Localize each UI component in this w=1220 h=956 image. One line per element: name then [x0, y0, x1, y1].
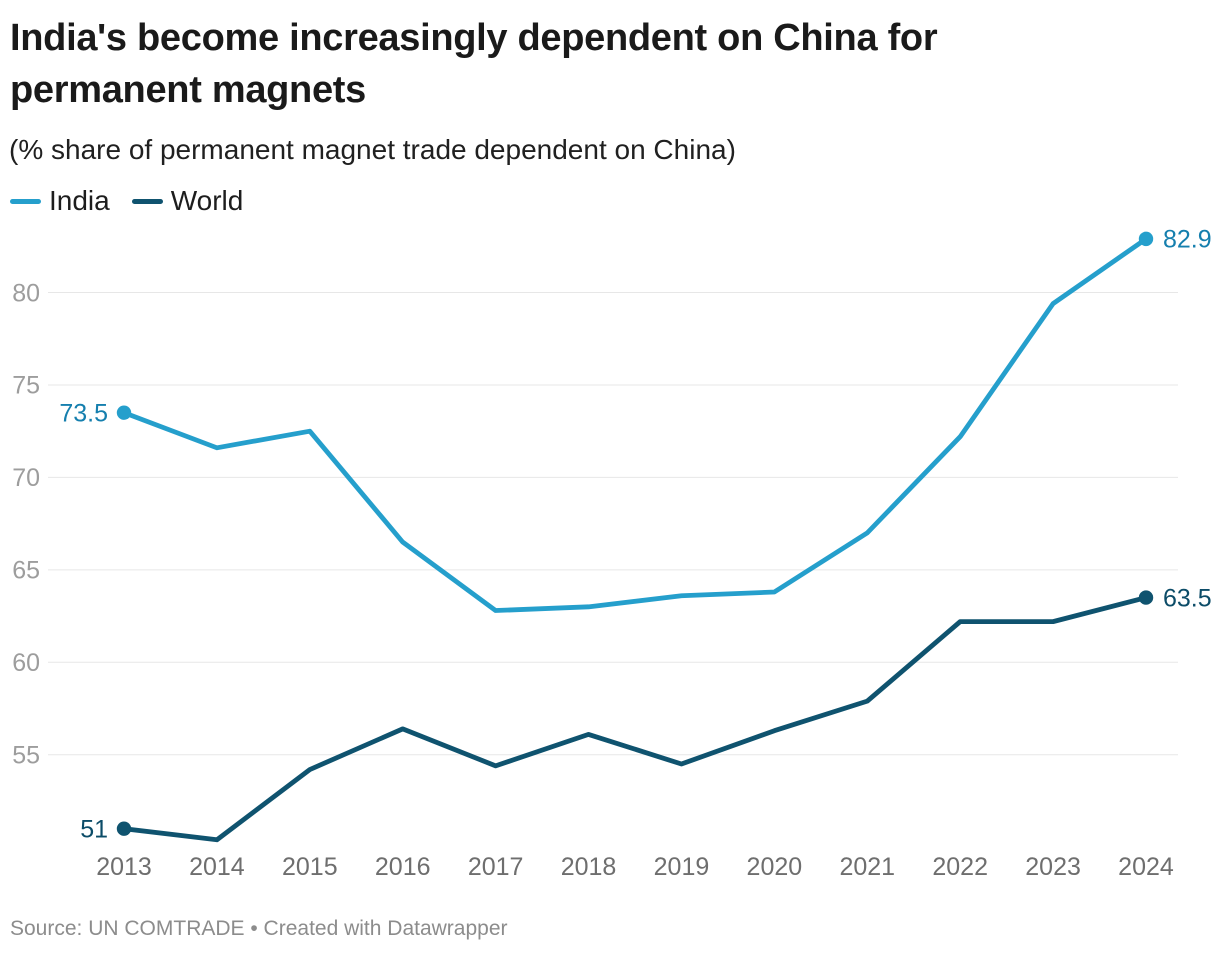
value-label-india: 82.9: [1163, 226, 1212, 254]
series-line-world: [121, 595, 1149, 843]
x-tick-label: 2018: [561, 853, 617, 881]
chart-canvas: 55 60 65 70 75 80 2013 2014 2015 2016 2017 2018 2019…: [12, 226, 1212, 881]
y-tick-label: 70: [12, 464, 40, 492]
x-tick-label: 2024: [1118, 853, 1174, 881]
legend-label: India: [49, 185, 110, 216]
value-label-india: 73.5: [59, 399, 108, 427]
x-tick-label: 2019: [654, 853, 710, 881]
x-tick-label: 2021: [839, 853, 895, 881]
legend-swatch-world: [131, 198, 163, 204]
y-tick-label: 75: [12, 372, 40, 400]
endpoint-dot-india: [116, 405, 132, 420]
value-label-world: 51: [80, 815, 108, 843]
x-tick-label: 2016: [375, 853, 431, 881]
x-tick-label: 2015: [282, 853, 338, 881]
endpoint-dot-world: [1138, 590, 1154, 605]
x-tick-label: 2017: [468, 853, 524, 881]
value-label-world: 63.5: [1163, 584, 1212, 612]
series-line-india: [121, 236, 1149, 613]
x-tick-label: 2022: [932, 853, 988, 881]
y-tick-label: 80: [12, 279, 40, 307]
source-note: Source: UN COMTRADE • Created with Dataw…: [10, 917, 508, 940]
legend: India World: [10, 186, 243, 216]
endpoint-dot-india: [1138, 231, 1154, 247]
y-tick-label: 55: [12, 742, 40, 770]
x-tick-label: 2020: [747, 853, 803, 881]
endpoint-dot-world: [116, 821, 132, 836]
legend-item-world: World: [131, 185, 244, 216]
x-tick-label: 2014: [189, 853, 245, 881]
y-tick-label: 65: [12, 557, 40, 585]
chart-title: India's become increasingly dependent on…: [10, 17, 938, 111]
legend-item-india: India: [10, 186, 110, 216]
x-tick-label: 2013: [96, 853, 152, 881]
legend-label: World: [170, 185, 244, 216]
chart-subtitle: (% share of permanent magnet trade depen…: [9, 134, 736, 165]
legend-swatch-india: [10, 198, 41, 204]
x-tick-label: 2023: [1025, 853, 1081, 881]
y-tick-label: 60: [12, 649, 40, 677]
line-chart: 55 60 65 70 75 80 2013 2014 2015 2016 2017 2018 2019…: [0, 215, 1220, 910]
